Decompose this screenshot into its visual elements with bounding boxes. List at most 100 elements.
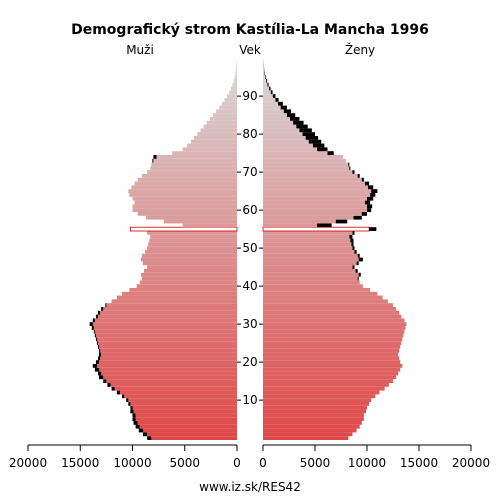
female-surplus-age-69 (357, 174, 360, 178)
female-bar-age-39 (263, 288, 371, 292)
male-bar-age-22 (101, 352, 238, 357)
male-surplus-age-23 (99, 348, 101, 353)
male-surplus-age-5 (132, 417, 136, 421)
male-bar-age-60 (132, 208, 237, 212)
female-bar-age-62 (263, 200, 365, 205)
male-bar-age-28 (94, 329, 237, 334)
female-bar-age-22 (263, 352, 399, 357)
male-bar-age-76 (182, 147, 237, 152)
male-bar-age-91 (229, 90, 237, 95)
female-bar-age-47 (263, 257, 359, 262)
male-surplus-age-16 (99, 375, 104, 380)
female-surplus-age-54 (352, 231, 355, 235)
female-surplus-age-55 (369, 227, 377, 231)
female-surplus-age-49 (354, 250, 357, 254)
male-bar-age-23 (100, 348, 237, 353)
male-bar-age-82 (203, 124, 237, 129)
female-bar-age-73 (263, 158, 347, 163)
female-bar-age-6 (263, 413, 364, 418)
female-bar-age-42 (263, 276, 358, 281)
female-surplus-age-48 (357, 253, 360, 258)
female-bar-age-48 (263, 253, 358, 258)
female-bar-age-43 (263, 272, 359, 277)
male-bar-age-68 (137, 177, 237, 182)
female-bar-age-84 (263, 117, 291, 121)
female-bar-age-80 (263, 132, 303, 136)
age-tick-label-20: 20 (242, 355, 257, 369)
female-surplus-age-61 (367, 204, 373, 209)
male-bar-age-95 (234, 75, 237, 79)
male-bar-age-87 (219, 105, 237, 110)
female-bar-age-81 (263, 128, 300, 133)
female-surplus-age-82 (296, 124, 308, 129)
male-bar-age-48 (141, 253, 237, 258)
male-surplus-age-21 (98, 356, 101, 361)
female-bar-age-49 (263, 250, 355, 254)
x-axes: 20000 15000 10000 5000 0 0 5000 10000 15000 20000 (9, 444, 490, 470)
female-bar-age-15 (263, 379, 393, 383)
female-bar-age-78 (263, 139, 309, 144)
female-bar-age-88 (263, 101, 279, 106)
female-bar-age-26 (263, 337, 403, 342)
male-bar-age-12 (119, 390, 237, 395)
male-bar-age-5 (135, 417, 237, 421)
male-bar-age-18 (99, 367, 237, 372)
male-bar-age-24 (99, 345, 237, 349)
male-bar-age-16 (103, 375, 238, 380)
age-label: Vek (239, 43, 261, 57)
male-surplus-age-6 (132, 413, 136, 418)
female-bar-age-38 (263, 291, 378, 296)
male-bar-age-36 (111, 299, 237, 304)
female-bar-age-94 (263, 79, 267, 83)
female-surplus-age-64 (370, 193, 376, 197)
male-bar-age-3 (139, 424, 237, 429)
female-bar-age-9 (263, 402, 370, 406)
female-surplus-age-70 (352, 170, 355, 174)
male-surplus-age-73 (152, 158, 154, 163)
male-surplus-age-34 (101, 307, 104, 311)
male-bar-age-55 (130, 226, 238, 232)
male-bar-age-35 (106, 303, 238, 307)
female-bar-age-86 (263, 109, 284, 114)
male-bar-age-45 (147, 265, 237, 269)
male-bar-age-93 (232, 82, 237, 87)
male-bar-age-37 (116, 295, 237, 300)
female-bar-age-87 (263, 105, 281, 110)
female-surplus-age-42 (357, 276, 359, 281)
female-bar-age-21 (263, 356, 400, 361)
female-bar-age-31 (263, 318, 405, 323)
female-bar-age-54 (263, 231, 353, 235)
male-bar-age-75 (172, 151, 237, 155)
female-surplus-age-59 (361, 212, 367, 216)
male-bar-age-26 (96, 337, 237, 342)
female-surplus-age-50 (352, 246, 355, 250)
female-surplus-age-84 (290, 117, 300, 121)
female-surplus-age-44 (355, 269, 358, 273)
female-surplus-age-94 (266, 79, 268, 83)
male-bar-age-96 (235, 71, 237, 76)
female-bar-age-28 (263, 329, 405, 334)
female-bar-age-7 (263, 409, 366, 414)
age-tick-label-30: 30 (242, 317, 257, 331)
male-bar-age-79 (194, 136, 237, 140)
age-tick-label-90: 90 (242, 89, 257, 103)
male-bar-age-4 (137, 421, 237, 425)
male-surplus-age-31 (92, 318, 95, 323)
female-surplus-age-78 (308, 139, 322, 144)
female-surplus-age-62 (364, 200, 371, 205)
female-bar-age-27 (263, 333, 404, 338)
male-bar-age-43 (140, 272, 237, 277)
footer-source: www.iz.sk/RES42 (199, 480, 301, 494)
male-bar-age-53 (150, 234, 237, 239)
male-surplus-age-9 (128, 402, 131, 406)
female-bar-age-10 (263, 398, 372, 402)
female-surplus-age-79 (305, 136, 319, 140)
female-surplus-age-46 (356, 261, 359, 266)
male-surplus-age-0 (147, 436, 152, 440)
male-bar-age-64 (129, 193, 237, 197)
female-bar-age-0 (263, 436, 349, 440)
male-bar-age-74 (156, 155, 237, 159)
female-bar-age-11 (263, 394, 376, 399)
female-bar-age-4 (263, 421, 362, 425)
